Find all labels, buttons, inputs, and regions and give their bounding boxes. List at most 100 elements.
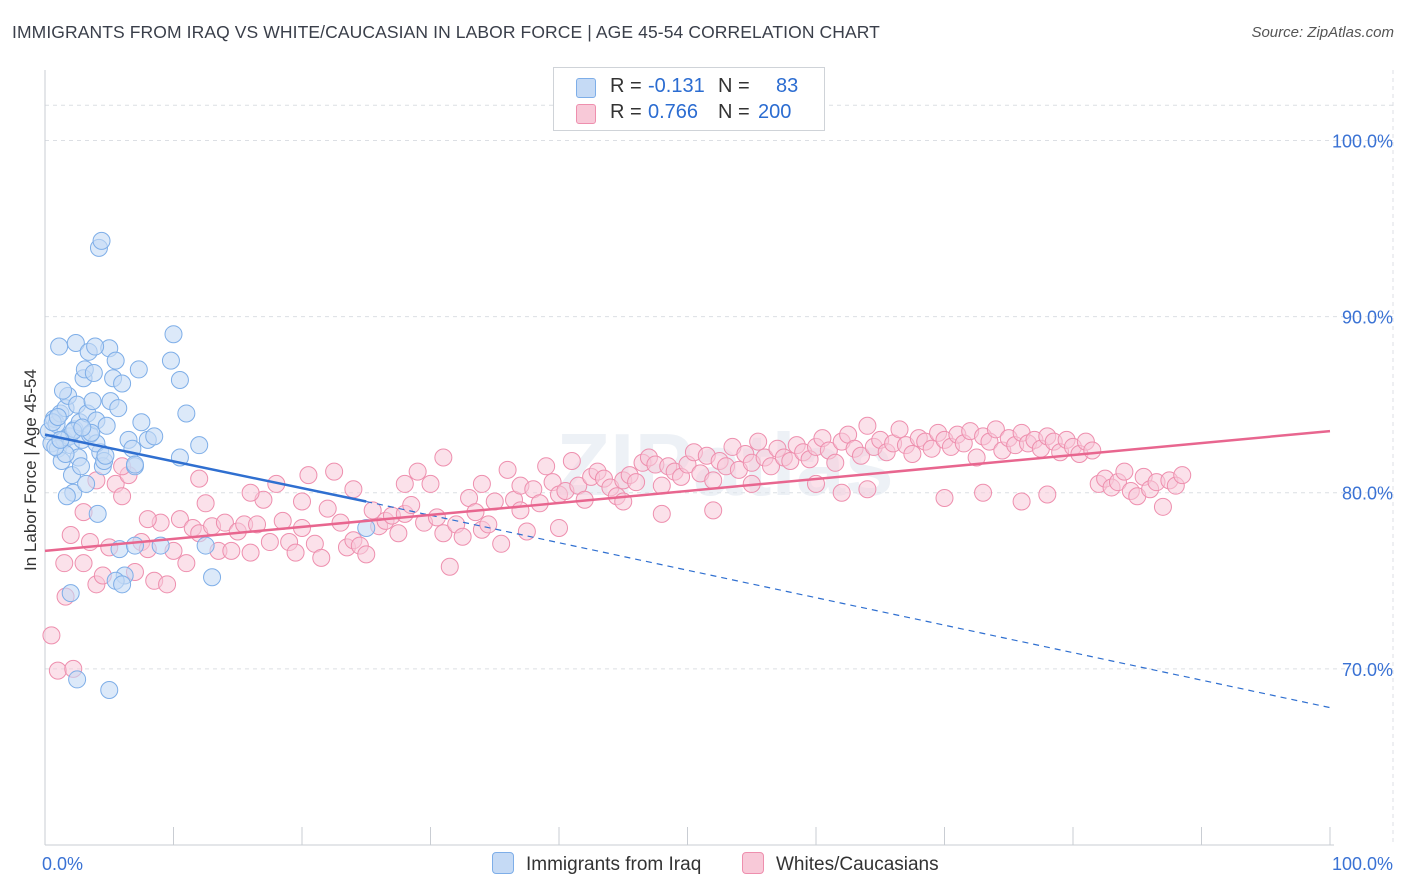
data-point-whites [704,471,723,490]
data-point-whites [537,457,556,476]
data-point-whites [293,492,311,511]
data-point-iraq [203,568,222,587]
y-tick-label: 100.0% [1332,131,1393,151]
data-point-iraq [73,418,92,437]
data-point-iraq [190,436,209,455]
data-point-whites [286,543,305,562]
data-point-whites [138,510,157,529]
series-immigrants-from-iraq [39,231,376,699]
data-point-whites [781,452,800,471]
data-point-whites [113,487,132,506]
data-point-whites [273,511,292,530]
data-point-whites [299,466,318,485]
data-point-whites [421,474,440,493]
data-point-whites [652,504,671,523]
data-point-whites [389,524,408,543]
bottom-legend-label-iraq: Immigrants from Iraq [526,854,702,875]
data-point-whites [260,533,279,552]
data-point-iraq [100,681,119,699]
data-point-whites [1153,497,1172,516]
data-point-whites [479,515,498,534]
data-point-whites [986,420,1005,439]
data-point-iraq [125,536,144,555]
data-point-whites [222,541,241,560]
source-credit: Source: ZipAtlas.com [1251,24,1394,41]
data-point-iraq [92,231,111,250]
data-point-iraq [57,487,76,506]
tick-labels: 70.0% 80.0% 90.0% 100.0% 0.0% 100.0% [42,131,1393,874]
data-point-whites [318,499,337,518]
data-point-whites [241,543,260,562]
data-point-whites [453,527,472,546]
data-point-whites [935,489,954,508]
data-point-whites [177,554,196,573]
data-point-whites [1038,485,1057,504]
data-point-iraq [113,374,132,393]
data-point-iraq [97,416,116,435]
data-point-iraq [177,404,196,423]
data-point-whites [325,462,344,481]
data-point-whites [498,460,517,479]
stats-legend: R = -0.131 N = 83 R = 0.766 N = 200 [553,67,825,131]
data-point-iraq [145,427,164,446]
data-point-whites [402,496,421,515]
data-point-iraq [84,363,103,382]
y-tick-label: 70.0% [1342,660,1393,680]
data-point-whites [61,526,80,544]
data-point-whites [762,457,781,476]
data-point-whites [74,554,93,573]
data-point-whites [190,469,209,488]
data-point-whites [562,452,581,471]
y-axis-label: In Labor Force | Age 45-54 [21,369,40,571]
legend-swatch-whites [576,104,596,124]
data-point-whites [922,439,941,458]
data-point-iraq [71,457,90,476]
data-point-whites [363,501,382,520]
data-point-whites [434,524,453,543]
data-point-whites [408,462,427,481]
data-point-iraq [132,413,151,432]
legend-r-label: R = [610,101,642,123]
data-point-whites [851,446,870,465]
data-point-whites [858,416,877,435]
data-point-iraq [106,351,125,370]
data-point-whites [967,448,986,467]
y-tick-label: 80.0% [1342,484,1393,504]
data-point-whites [1173,466,1192,485]
trend-line-iraq-extension [366,500,1331,709]
trend-line-iraq [44,433,367,503]
data-point-iraq [357,518,376,537]
bottom-legend-swatch-whites [742,852,764,874]
series-whites-caucasians [42,416,1192,680]
x-tick-label: 100.0% [1332,854,1393,874]
data-point-whites [312,548,331,567]
bottom-legend-label-whites: Whites/Caucasians [776,854,939,875]
chart-title: IMMIGRANTS FROM IRAQ VS WHITE/CAUCASIAN … [12,22,880,42]
data-point-iraq [170,371,189,389]
data-point-iraq [86,337,105,356]
data-point-whites [492,534,511,553]
legend-n-label: N = [718,101,750,123]
data-point-whites [170,510,189,529]
data-point-whites [704,501,723,520]
data-point-iraq [161,351,180,370]
data-point-whites [749,432,768,451]
data-point-whites [357,545,376,564]
data-point-whites [826,453,845,472]
data-point-iraq [125,455,144,474]
data-point-whites [1012,492,1031,511]
y-tick-label: 90.0% [1342,308,1393,328]
data-point-whites [395,474,414,493]
data-point-whites [517,522,536,541]
axes [44,70,1334,846]
legend-n-value-iraq: 83 [776,75,799,97]
data-point-whites [434,448,453,467]
data-point-whites [241,483,260,502]
data-point-iraq [48,407,67,426]
legend-r-label: R = [610,75,642,97]
data-point-iraq [83,392,102,411]
legend-swatch-iraq [576,78,596,98]
legend-n-label: N = [718,75,750,97]
data-point-whites [42,626,61,645]
